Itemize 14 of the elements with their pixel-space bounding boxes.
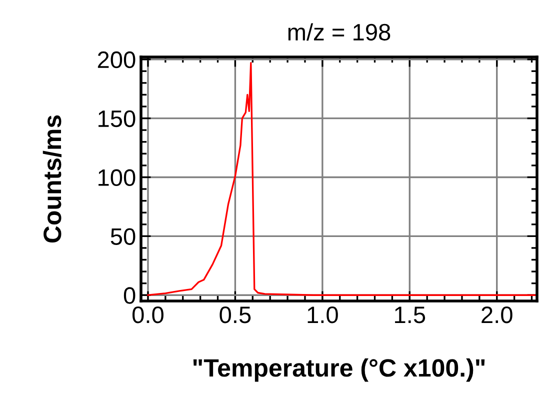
x-tick-label: 2.0 bbox=[482, 306, 512, 324]
x-tick-label: 0.0 bbox=[132, 306, 164, 324]
y-tick-label: 50 bbox=[110, 228, 136, 245]
x-axis-title: "Temperature (°C x100.)" bbox=[193, 358, 485, 382]
chart-title: m/z = 198 bbox=[288, 23, 390, 41]
y-tick-label: 0 bbox=[124, 287, 136, 304]
y-tick-label: 100 bbox=[98, 169, 136, 186]
x-tick-label: 1.5 bbox=[395, 306, 426, 324]
x-tick-label: 0.5 bbox=[220, 306, 251, 324]
x-tick-label: 1.0 bbox=[308, 306, 338, 324]
y-axis-title: Counts/ms bbox=[42, 115, 62, 243]
y-tick-label: 150 bbox=[98, 110, 136, 128]
line-series bbox=[147, 62, 536, 296]
y-tick-label: 200 bbox=[98, 51, 136, 68]
